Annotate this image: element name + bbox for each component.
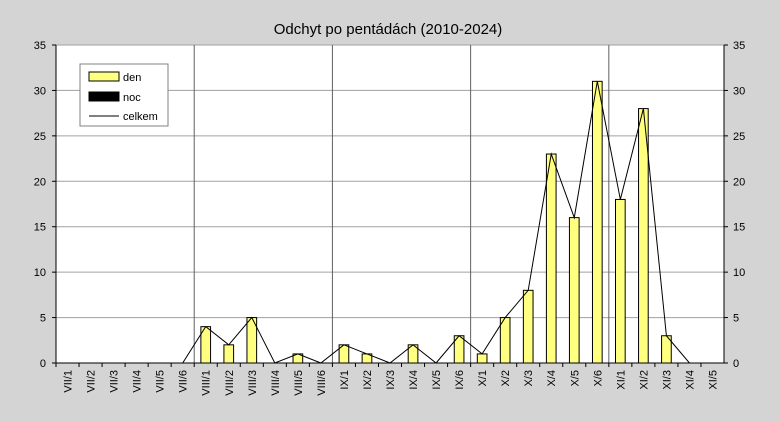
x-tick-label: X/3 [523,370,535,387]
x-tick-label: IX/4 [408,370,420,390]
x-tick-label: VIII/3 [247,370,259,396]
x-tick-label: VII/3 [109,370,121,393]
y-tick-label-left: 20 [34,176,46,188]
x-tick-label: XI/1 [615,370,627,390]
x-tick-label: VII/6 [178,370,190,393]
bar-den [615,198,626,364]
legend: den noc celkem [79,63,169,127]
x-tick-label: IX/1 [339,370,351,390]
x-tick-label: VIII/2 [224,370,236,396]
legend-label-noc: noc [123,92,141,104]
y-tick-label-right: 25 [733,131,745,143]
bar-den [476,353,488,364]
x-tick-label: X/5 [569,370,581,387]
chart-title: Odchyt po pentádách (2010-2024) [274,21,503,38]
bar-den [568,217,580,364]
y-tick-label-left: 25 [34,131,46,143]
bar-den [499,317,511,364]
x-tick-label: VII/4 [132,370,144,393]
bar-den [522,289,534,364]
bar-den [591,80,603,364]
x-tick-label: VIII/1 [201,370,213,396]
y-tick-label-right: 20 [733,176,745,188]
grid-layer [56,44,724,319]
x-tick-label: XI/5 [707,370,719,390]
y-tick-label-left: 30 [34,85,46,97]
y-tick-label-right: 10 [733,267,745,279]
x-tick-label: VII/2 [86,370,98,393]
x-tick-label: IX/3 [385,370,397,390]
y-tick-label-right: 35 [733,40,745,52]
x-tick-label: IX/6 [454,370,466,390]
bar-den [223,344,235,364]
legend-label-den: den [123,72,141,84]
x-tick-label: XI/3 [661,370,673,390]
legend-swatch-den [88,71,120,82]
x-tick-label: X/1 [477,370,489,387]
y-tick-label-left: 15 [34,222,46,234]
x-tick-label: VIII/6 [316,370,328,396]
x-tick-label: XI/4 [684,370,696,390]
y-tick-label-left: 0 [40,358,46,370]
y-axis-left: 0 5 10 15 20 25 30 35 [34,40,57,370]
x-tick-label: X/6 [592,370,604,387]
y-axis-right: 0 5 10 15 20 25 30 35 [723,40,745,370]
x-tick-label: IX/5 [431,370,443,390]
y-tick-label-left: 35 [34,40,46,52]
legend-label-celkem: celkem [123,111,158,123]
y-tick-label-left: 5 [40,313,46,325]
x-axis: VII/1 VII/2 VII/3 VII/4 VII/5 VII/6 VIII/1 VIII… [55,362,724,396]
x-tick-label: X/2 [500,370,512,387]
y-tick-label-right: 15 [733,222,745,234]
x-tick-label: VIII/4 [270,370,282,396]
x-tick-label: XI/2 [638,370,650,390]
x-tick-label: VIII/5 [293,370,305,396]
y-tick-label-left: 10 [34,267,46,279]
x-tick-label: IX/2 [362,370,374,390]
x-tick-label: X/4 [546,370,558,387]
bar-layer [200,80,672,364]
y-tick-label-right: 0 [733,358,739,370]
month-separators [193,45,610,363]
x-tick-label: VII/1 [63,370,75,393]
bar-den [545,153,557,364]
x-tick-label: VII/5 [155,370,167,393]
legend-swatch-noc [88,91,120,102]
y-tick-label-right: 5 [733,313,739,325]
y-tick-label-right: 30 [733,85,745,97]
